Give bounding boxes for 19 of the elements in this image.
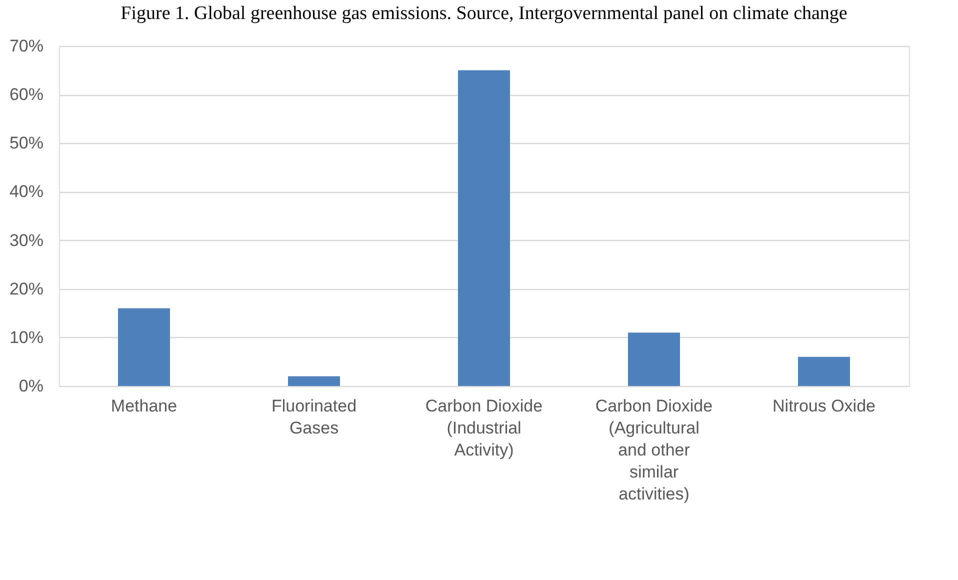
bar	[118, 308, 170, 386]
y-tick-label: 30%	[9, 230, 44, 250]
bar	[628, 332, 680, 386]
y-tick-label: 40%	[9, 182, 44, 202]
x-tick-label: Carbon Dioxide (Industrial Activity)	[425, 396, 543, 460]
y-tick-label: 20%	[9, 279, 44, 298]
x-tick-label: Fluorinated Gases	[271, 396, 357, 438]
x-tick-label: Methane	[110, 396, 178, 416]
x-tick-label: Carbon Dioxide (Agricultural and other similar activities)	[595, 396, 713, 504]
y-tick-label: 0%	[18, 376, 44, 396]
y-tick-label: 70%	[9, 36, 44, 56]
y-tick-label: 10%	[9, 328, 44, 347]
y-tick-label: 60%	[9, 85, 44, 104]
y-tick-label: 50%	[9, 134, 44, 153]
bar	[798, 356, 850, 386]
bar	[288, 376, 340, 386]
chart-title: Figure 1. Global greenhouse gas emissions. Source, Intergovernmental panel on climate change	[120, 3, 848, 24]
x-tick-label: Nitrous Oxide	[772, 396, 876, 416]
bar	[458, 70, 510, 386]
